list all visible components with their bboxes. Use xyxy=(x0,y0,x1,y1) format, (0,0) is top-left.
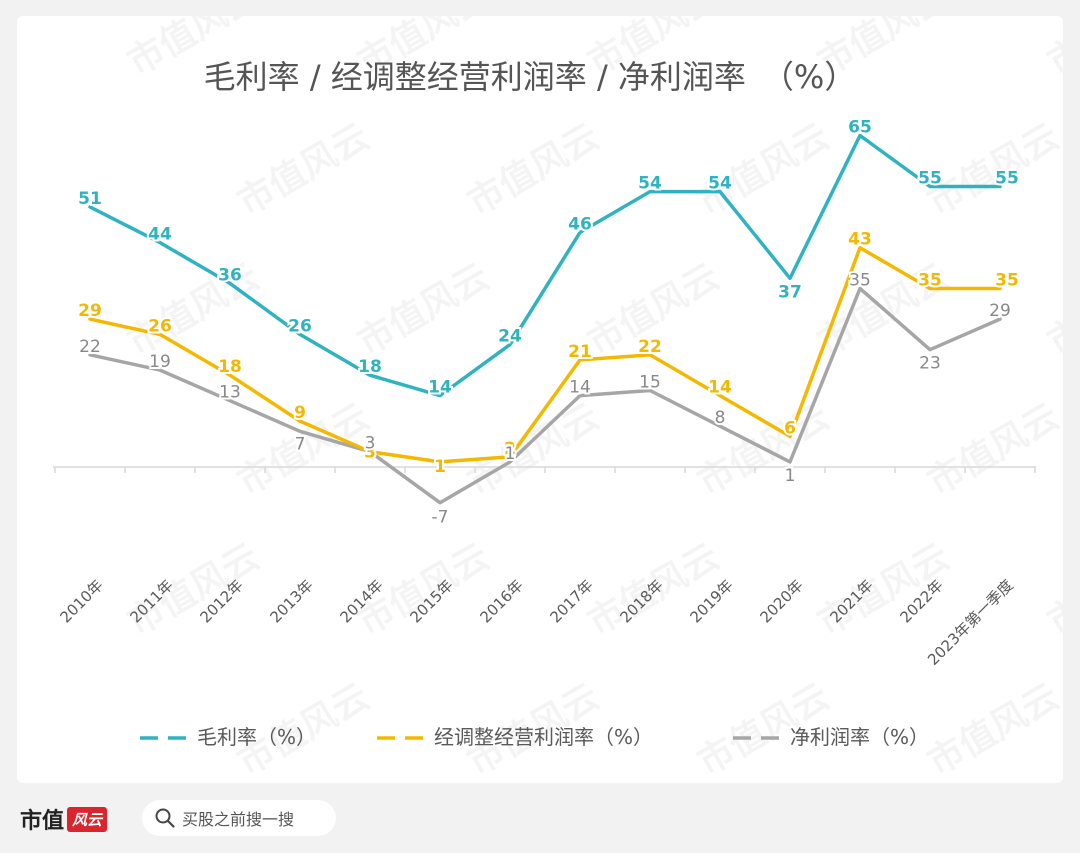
watermark-text: 市值风云 xyxy=(231,116,376,224)
legend-label: 毛利率（%） xyxy=(197,725,316,749)
data-label: 1 xyxy=(785,466,796,486)
data-label: 14 xyxy=(428,378,452,398)
brand-name: 市值 xyxy=(20,808,65,834)
watermark-text: 市值风云 xyxy=(461,396,606,504)
watermark-text: 市值风云 xyxy=(1041,16,1063,84)
x-tick-label: 2020年 xyxy=(756,576,806,626)
data-label: 3 xyxy=(364,443,376,463)
legend-item-1: 经调整经营利润率（%） xyxy=(377,725,653,749)
data-label: 23 xyxy=(919,354,941,374)
x-tick-label: 2013年 xyxy=(266,576,316,626)
data-label: 26 xyxy=(288,316,312,336)
data-label: 36 xyxy=(218,265,242,285)
data-label: 22 xyxy=(638,337,662,357)
search-icon xyxy=(155,808,175,828)
watermark-text: 市值风云 xyxy=(921,676,1063,783)
watermark-text: 市值风云 xyxy=(121,256,266,364)
data-label: 3 xyxy=(365,434,376,454)
data-label: 29 xyxy=(989,301,1011,321)
data-label: 15 xyxy=(639,373,661,393)
data-label: 18 xyxy=(218,357,242,377)
data-label: 6 xyxy=(784,418,796,438)
watermark-text: 市值风云 xyxy=(921,396,1063,504)
series-line-1 xyxy=(88,245,1002,464)
data-label: 51 xyxy=(78,189,102,209)
data-label: 46 xyxy=(568,214,592,234)
data-label: 21 xyxy=(568,342,592,362)
data-label: 14 xyxy=(569,378,591,398)
watermark-text: 市值风云 xyxy=(351,256,496,364)
data-label: 13 xyxy=(219,383,241,403)
x-tick-label: 2010年 xyxy=(56,576,106,626)
watermark-text: 市值风云 xyxy=(691,116,836,224)
data-label: 54 xyxy=(708,174,732,194)
data-label: 54 xyxy=(638,174,662,194)
data-label: 1 xyxy=(434,457,446,477)
data-label: 35 xyxy=(918,271,942,291)
data-label: 29 xyxy=(78,301,102,321)
legend-label: 净利润率（%） xyxy=(790,725,929,749)
data-label: 55 xyxy=(918,169,942,189)
series-line-0 xyxy=(88,133,1002,398)
chart-card: 市值风云 市值风云 市值风云 市值风云 市值风云 市值风云 市值风云 市值风云 市值风云 市值风云… xyxy=(17,16,1063,783)
data-label: -7 xyxy=(432,508,449,528)
data-label: 55 xyxy=(995,169,1019,189)
watermark-text: 市值风云 xyxy=(1041,536,1063,644)
data-label: 24 xyxy=(498,327,522,347)
watermark-text: 市值风云 xyxy=(921,116,1063,224)
search-box[interactable]: 买股之前搜一搜 xyxy=(142,800,336,836)
data-label: 35 xyxy=(849,271,871,291)
data-label: 2 xyxy=(504,439,516,459)
data-label: 44 xyxy=(148,225,172,245)
watermark-text: 市值风云 xyxy=(461,116,606,224)
series-line-2 xyxy=(88,286,1002,505)
data-label: 9 xyxy=(294,403,306,423)
legend-label: 经调整经营利润率（%） xyxy=(434,725,653,749)
data-label: 8 xyxy=(715,408,726,428)
search-placeholder: 买股之前搜一搜 xyxy=(182,810,295,829)
chart-title: 毛利率 / 经调整经营利润率 / 净利润率 （%） xyxy=(204,58,857,96)
data-label: 7 xyxy=(295,434,306,454)
data-label: 26 xyxy=(148,316,172,336)
legend-item-0: 毛利率（%） xyxy=(140,725,316,749)
footer-bar: 市值 风云 买股之前搜一搜 xyxy=(0,783,1080,853)
data-label: 18 xyxy=(358,357,382,377)
brand-logo: 市值 风云 xyxy=(20,803,108,835)
data-label: 19 xyxy=(149,352,171,372)
legend-item-2: 净利润率（%） xyxy=(733,725,929,749)
data-label: 14 xyxy=(708,378,732,398)
data-label: 22 xyxy=(79,337,101,357)
watermark-text: 市值风云 xyxy=(1041,256,1063,364)
data-label: 1 xyxy=(505,444,516,464)
data-label: 37 xyxy=(778,282,802,302)
data-label: 65 xyxy=(848,118,872,138)
data-label: 43 xyxy=(848,230,872,250)
x-tick-label: 2016年 xyxy=(476,576,526,626)
brand-stamp-logo: 风云 xyxy=(67,806,108,832)
data-label: 35 xyxy=(995,271,1019,291)
